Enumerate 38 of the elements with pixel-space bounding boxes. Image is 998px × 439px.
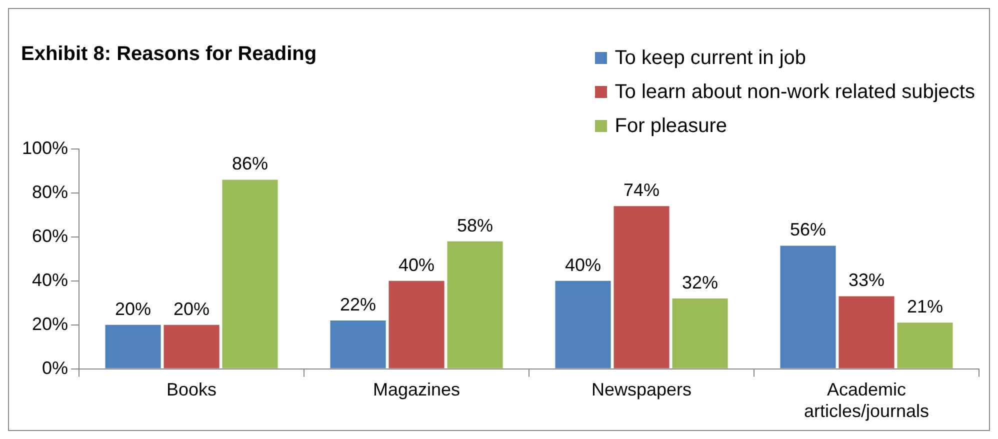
data-label: 33%	[848, 270, 885, 290]
chart-title: Exhibit 8: Reasons for Reading	[21, 43, 317, 66]
data-label: 21%	[906, 296, 944, 317]
x-tick-label: Magazines	[373, 380, 460, 400]
y-tick-label: 0%	[42, 358, 68, 378]
x-tick-label: Newspapers	[591, 380, 692, 400]
data-label: 86%	[232, 154, 268, 174]
x-tick-label: Books	[166, 380, 217, 400]
bar	[672, 298, 728, 368]
y-tick-label: 20%	[32, 314, 68, 334]
bar	[222, 180, 278, 368]
bar	[447, 241, 503, 368]
bar	[164, 324, 220, 368]
legend-label: To learn about non-work related subjects	[614, 80, 975, 104]
bar	[780, 246, 836, 368]
bar	[838, 296, 894, 368]
data-label: 32%	[682, 272, 718, 292]
bar	[614, 206, 670, 368]
data-label: 40%	[398, 254, 435, 275]
y-tick-label: 80%	[32, 182, 68, 202]
bar	[555, 280, 611, 368]
bar	[388, 280, 444, 368]
data-label: 58%	[457, 215, 494, 236]
y-tick-label: 40%	[32, 270, 68, 290]
data-label: 40%	[565, 254, 602, 275]
data-label: 74%	[624, 180, 660, 200]
bar	[105, 324, 161, 368]
legend-label: To keep current in job	[614, 46, 806, 70]
bar	[330, 320, 386, 368]
y-tick-label: 60%	[32, 226, 68, 246]
x-tick-label: Academic articles/journals	[804, 380, 930, 422]
data-label: 20%	[174, 298, 210, 319]
data-label: 56%	[790, 220, 826, 240]
data-label: 22%	[340, 294, 376, 314]
y-tick-label: 100%	[22, 138, 68, 158]
legend-label: For pleasure	[614, 114, 728, 138]
bar	[897, 322, 953, 368]
data-label: 20%	[115, 298, 152, 319]
